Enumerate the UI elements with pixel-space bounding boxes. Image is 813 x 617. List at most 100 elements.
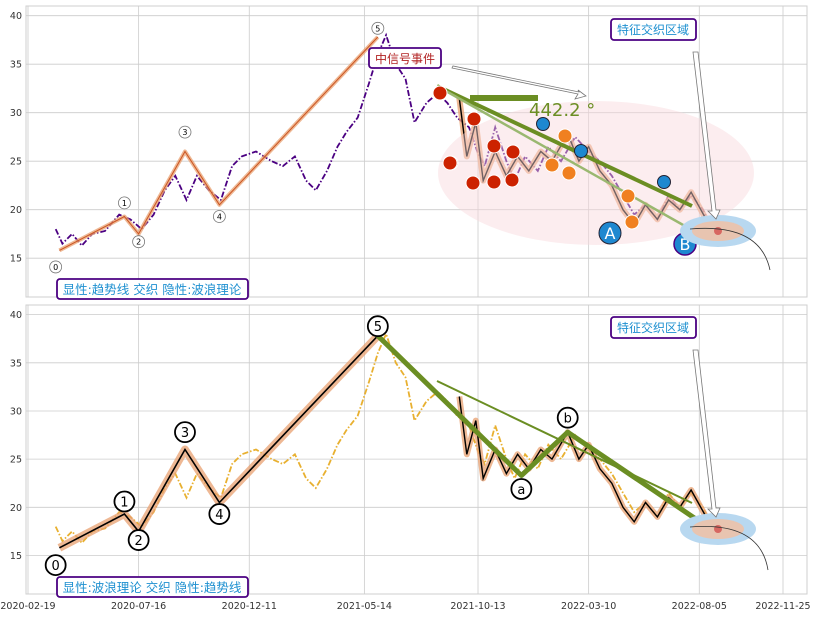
signal-marker-red [505,144,521,160]
signal-event-text: 中信号事件 [375,51,435,66]
y-tick-label: 35 [10,358,22,369]
signal-marker-red [465,175,481,191]
feature-zone-arrow [692,51,721,220]
wave-point-circle [178,125,192,139]
signal-event-box: 中信号事件 [368,47,442,69]
x-axis: 2020-02-19 2020-07-16 2020-12-11 2021-05-14… [0,601,810,612]
wave-point-1: 1 [113,490,136,513]
y-tick-label: 40 [10,11,22,22]
y-tick-label: 30 [10,406,22,417]
x-tick-label: 2021-10-13 [450,601,505,612]
wave-point-2: 2 [127,529,150,551]
wave-point-circle [174,421,196,444]
pattern-a-label: A [605,224,616,243]
signal-marker-red [504,172,520,188]
wave-point-label: 0 [53,263,58,272]
wave-point-circle [132,235,146,249]
x-tick-label: 2020-02-19 [0,601,55,612]
pattern-a-marker [598,221,622,245]
feature-zone-text: 特征交织区域 [617,320,689,335]
wave-point-circle [371,21,385,35]
trend-angle-label: 442.2 ° [529,100,595,121]
wave-point-label: 1 [120,496,128,511]
wave-point-circle [366,315,389,338]
plot-area [25,304,808,595]
wave-point-1: 1 [118,196,131,210]
wave-point-label: 2 [134,534,142,549]
wave-point-a: a [510,478,533,500]
wave-point-label: 1 [122,199,127,208]
wave-point-circle [49,260,63,274]
wave-point-label: 5 [375,24,380,33]
feature-zone-ellipse [438,101,754,245]
signal-marker-orange [561,165,577,181]
y-tick-label: 15 [10,551,22,562]
feature-zone-eye [680,215,771,271]
y-tick-label: 25 [10,455,22,466]
wave-point-label: 4 [215,508,223,523]
wave-line [59,335,379,549]
trend-line-lower [436,84,693,232]
signal-marker-red [442,155,458,171]
wave-point-label: 5 [374,320,382,335]
pattern-b-label: B [680,235,691,254]
eye-pupil [714,525,722,533]
wave-point-label: a [517,483,525,498]
wave-point-2: 2 [132,235,146,249]
y-tick-label: 35 [10,60,22,71]
legend-note: 显性:波浪理论 交织 隐性:趋势线 [56,576,249,598]
signal-marker-red [486,174,502,190]
feature-zone-label: 特征交织区域 [610,18,697,41]
signal-event-border [368,47,442,69]
feature-zone-arrow [692,349,721,518]
x-tick-label: 2020-07-16 [111,601,166,612]
x-tick-label: 2021-05-14 [337,601,392,612]
wave-point-circle [127,529,150,551]
signal-marker-blue [657,175,671,189]
y-tick-label: 15 [10,254,22,265]
eye-curve [689,525,769,571]
x-tick-label: 2022-08-05 [672,601,727,612]
signal-marker-red [466,111,482,127]
x-tick-label: 2020-12-11 [222,601,277,612]
signal-marker-orange [544,157,560,173]
wave-point-0: 0 [49,260,63,274]
wave-point-5: 5 [371,21,385,35]
feature-zone-border [610,18,697,41]
signal-marker-blue [536,117,550,131]
wave-point-circle [113,490,136,513]
signal-marker-blue [574,144,588,158]
wave-point-b: b [556,406,579,429]
legend-note-border [56,278,249,300]
feature-zone-label: 特征交织区域 [610,316,697,339]
eye-pupil [714,227,722,235]
feature-zone-border [610,316,697,339]
signal-marker-orange [624,214,640,230]
y-tick-label: 25 [10,157,22,168]
wave-point-circle [208,503,231,525]
wave-point-label: b [564,412,572,427]
wave-point-4: 4 [208,503,231,525]
signal-marker-orange [557,128,573,144]
wave-point-5: 5 [366,315,389,338]
wave-point-circle [212,210,226,223]
legend-note-border [56,576,249,598]
wave-point-3: 3 [174,421,196,444]
y-tick-label: 30 [10,108,22,119]
wave-point-circle [44,554,67,576]
wave-point-label: 4 [217,212,222,221]
wave-line [59,36,379,251]
signal-marker-red [432,85,448,101]
legend-note: 显性:趋势线 交织 隐性:波浪理论 [56,278,249,300]
signal-marker-red [486,138,502,154]
wave-point-circle [118,196,131,210]
eye-curve [689,227,771,271]
wave-point-circle [556,406,579,429]
wave-point-0: 0 [44,554,67,576]
signal-marker-orange [620,188,636,204]
legend-note-text: 显性:波浪理论 交织 隐性:趋势线 [63,580,242,595]
trend-line-abc [376,334,716,534]
wave-point-circle [510,478,533,500]
